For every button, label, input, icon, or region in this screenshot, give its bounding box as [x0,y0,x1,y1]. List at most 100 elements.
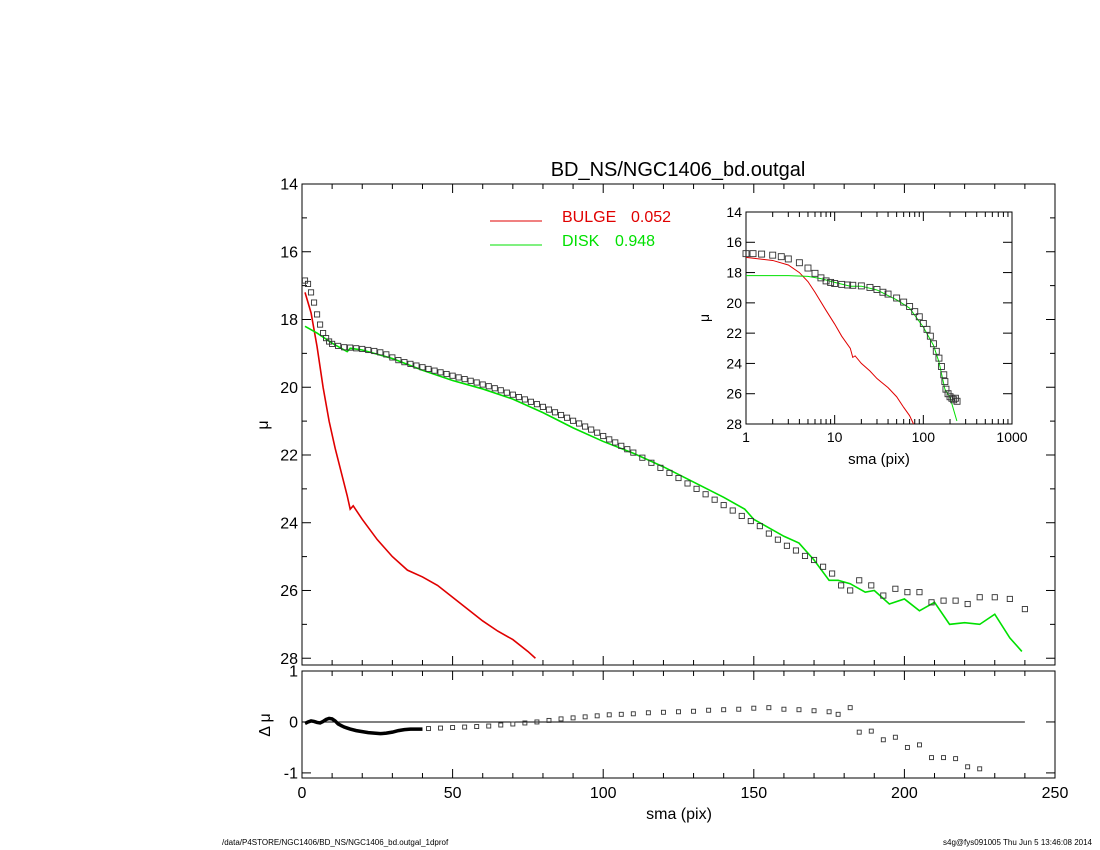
data-point [474,724,480,729]
data-point [804,264,812,272]
data-point [413,362,420,369]
data-point [923,325,931,333]
inset-x-axis-label: sma (pix) [848,451,910,468]
data-point [497,387,504,394]
y-tick-label: 16 [280,244,298,261]
footer-file-path: /data/P4STORE/NGC1406/BD_NS/NGC1406_bd.o… [222,838,449,847]
data-point [932,347,940,355]
data-point [594,713,600,719]
legend: BULGE 0.052 DISK 0.948 [490,209,671,250]
data-point [371,347,378,355]
data-point [310,299,318,306]
data-point [868,582,875,589]
data-point [900,298,908,306]
data-point [462,724,468,730]
x-tick-label: 100 [912,429,936,445]
residual-series [302,705,1025,772]
inset-series [742,250,961,425]
y-tick-label: 26 [726,386,742,402]
data-point [612,439,619,446]
data-point [645,710,651,716]
data-point [431,367,438,374]
data-point [940,597,947,604]
data-point [751,705,757,711]
main-y-tick-labels: 14 16 18 20 22 24 26 28 [280,177,298,668]
data-point [485,383,492,390]
x-tick-label: 1000 [996,429,1027,445]
data-point [395,357,402,364]
data-point [365,346,372,354]
data-point [929,340,937,348]
data-point [783,542,790,549]
data-point [781,706,787,712]
data-point [801,552,809,559]
data-point [769,251,777,259]
data-point [976,594,983,601]
data-point [857,282,865,290]
data-point [880,592,887,599]
residual-axis-ticks [301,670,1056,778]
data-point [676,709,681,715]
inset-axis-ticks [745,211,1013,425]
data-point [965,764,971,770]
x-tick-label: 100 [590,785,617,802]
data-point [588,426,595,433]
data-point [691,708,697,714]
data-point [639,454,646,461]
y-tick-label: 24 [726,355,742,371]
data-point [766,705,772,711]
data-point [600,432,607,440]
data-point [304,280,312,287]
data-point [314,311,321,318]
data-point [551,409,559,416]
data-point [849,281,857,289]
data-point [991,594,998,601]
y-tick-label: 26 [280,583,298,600]
data-point [917,742,922,748]
data-point [449,372,456,379]
data-point [893,294,901,302]
data-point [829,570,836,577]
data-point [486,723,492,729]
data-point [919,320,927,327]
data-point [810,556,818,564]
bulge-line [745,256,914,425]
data-point [675,474,682,482]
y-tick-label: 22 [280,448,298,465]
data-point [941,755,947,761]
residual-plot-frame [301,670,1056,779]
data-point [831,280,839,287]
data-point [329,340,336,347]
data-point [820,563,827,570]
data-point [401,359,408,366]
data-point [491,385,498,392]
data-point [738,512,745,520]
data-point [928,599,935,606]
y-tick-label: 14 [280,177,298,194]
data-point [503,389,510,396]
data-point [443,370,450,378]
y-tick-label: -1 [284,766,298,783]
data-point [510,721,516,727]
data-point [977,766,983,772]
data-point [618,711,624,717]
y-tick-label: 24 [280,515,298,532]
data-point [906,303,914,310]
data-point [916,589,923,596]
data-point [826,709,832,715]
data-point [747,517,754,525]
data-point [937,363,945,370]
data-point [320,329,327,337]
chart-title: BD_NS/NGC1406_bd.outgal [551,159,806,181]
data-point [545,406,553,413]
data-point [533,401,540,408]
data-point [570,417,577,424]
data-point [784,255,792,263]
main-y-axis-label: μ [255,420,272,429]
data-point [941,378,949,386]
data-point [926,332,934,340]
data-point [952,597,959,604]
data-point [844,281,852,289]
data-point [660,709,666,715]
